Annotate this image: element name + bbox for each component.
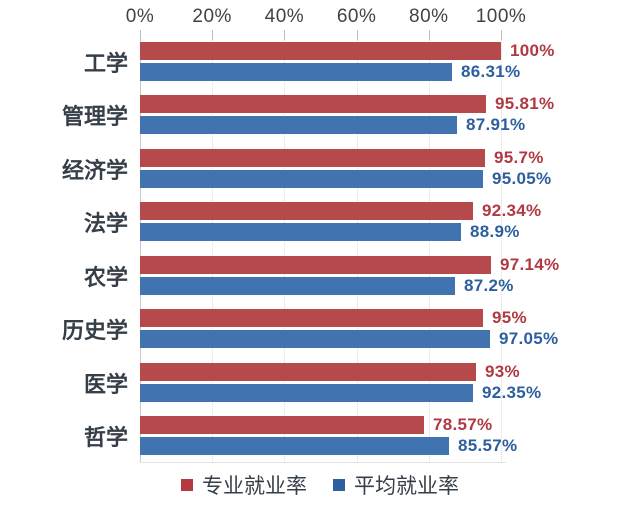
value-label: 87.2% xyxy=(464,276,514,295)
category-label: 经济学 xyxy=(61,157,128,183)
gridline xyxy=(428,40,430,463)
bar-major-法学: 92.34% xyxy=(140,202,541,220)
bar-average-农学: 87.2% xyxy=(140,277,513,295)
bar-major-管理学: 95.81% xyxy=(140,95,554,113)
bar-major-工学: 100% xyxy=(140,42,554,60)
category-label: 法学 xyxy=(83,210,128,236)
row-法学: 法学 92.34% 88.9% xyxy=(0,202,640,241)
gridline xyxy=(501,40,502,463)
category-label: 管理学 xyxy=(61,103,128,129)
legend: 专业就业率 平均就业率 xyxy=(0,468,640,502)
value-label: 87.91% xyxy=(466,115,526,134)
bar-average-管理学: 87.91% xyxy=(140,116,525,134)
value-label: 97.14% xyxy=(500,255,560,274)
x-axis-bottom-line xyxy=(140,462,506,463)
bar-average-历史学: 97.05% xyxy=(140,330,558,348)
legend-item-average-rate: 平均就业率 xyxy=(333,470,459,500)
bar-average-工学: 86.31% xyxy=(140,63,520,81)
value-label: 88.9% xyxy=(470,222,520,241)
row-工学: 工学 100% 86.31% xyxy=(0,42,640,81)
gridline xyxy=(212,40,214,463)
legend-swatch-blue-icon xyxy=(333,479,345,491)
x-tick-label-40%: 40% xyxy=(264,6,305,27)
x-tick-label-0%: 0% xyxy=(125,6,155,27)
category-label: 医学 xyxy=(83,371,128,397)
value-label: 97.05% xyxy=(499,329,559,348)
bar-major-历史学: 95% xyxy=(140,309,527,327)
bar-average-法学: 88.9% xyxy=(140,223,519,241)
x-tick-mark xyxy=(284,30,286,40)
value-label: 93% xyxy=(485,362,520,381)
value-label: 85.57% xyxy=(458,436,518,455)
value-label: 92.35% xyxy=(482,383,542,402)
bar-major-农学: 97.14% xyxy=(140,256,559,274)
gridline xyxy=(284,40,286,463)
x-tick-mark xyxy=(356,30,358,40)
y-axis-line xyxy=(140,30,141,463)
legend-swatch-red-icon xyxy=(181,479,193,491)
x-tick-mark xyxy=(428,30,430,40)
bar-average-医学: 92.35% xyxy=(140,384,541,402)
bar-major-经济学: 95.7% xyxy=(140,149,543,167)
row-经济学: 经济学 95.7% 95.05% xyxy=(0,149,640,188)
gridline xyxy=(356,40,358,463)
category-label: 哲学 xyxy=(83,424,128,450)
legend-label-average-rate: 平均就业率 xyxy=(354,475,459,498)
x-tick-mark xyxy=(501,30,502,40)
value-label: 95% xyxy=(492,308,527,327)
category-label: 历史学 xyxy=(61,317,128,343)
row-历史学: 历史学 95% 97.05% xyxy=(0,309,640,348)
x-tick-mark xyxy=(140,30,141,40)
value-label: 95.05% xyxy=(492,169,552,188)
legend-label-major-rate: 专业就业率 xyxy=(202,475,307,498)
row-农学: 农学 97.14% 87.2% xyxy=(0,256,640,295)
row-管理学: 管理学 95.81% 87.91% xyxy=(0,95,640,134)
value-label: 95.81% xyxy=(495,94,555,113)
bar-average-哲学: 85.57% xyxy=(140,437,517,455)
x-tick-label-20%: 20% xyxy=(192,6,232,27)
category-label: 农学 xyxy=(83,264,128,290)
x-tick-mark xyxy=(212,30,214,40)
value-label: 92.34% xyxy=(482,201,542,220)
row-哲学: 哲学 78.57% 85.57% xyxy=(0,416,640,455)
value-label: 78.57% xyxy=(433,415,493,434)
x-tick-label-100%: 100% xyxy=(475,6,527,27)
row-医学: 医学 93% 92.35% xyxy=(0,363,640,402)
value-label: 95.7% xyxy=(494,148,544,167)
value-label: 86.31% xyxy=(461,62,521,81)
bar-major-医学: 93% xyxy=(140,363,520,381)
x-tick-label-60%: 60% xyxy=(336,6,377,27)
legend-item-major-rate: 专业就业率 xyxy=(181,470,307,500)
value-label: 100% xyxy=(510,41,555,60)
bar-average-经济学: 95.05% xyxy=(140,170,551,188)
x-tick-label-80%: 80% xyxy=(409,6,449,27)
bar-major-哲学: 78.57% xyxy=(140,416,492,434)
category-label: 工学 xyxy=(83,50,128,76)
